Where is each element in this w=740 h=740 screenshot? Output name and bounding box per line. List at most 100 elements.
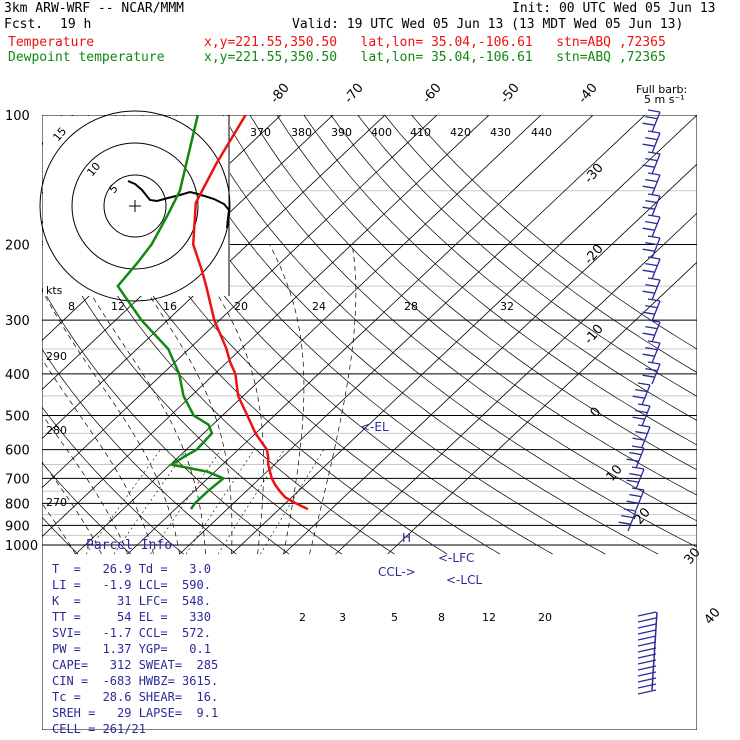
wind-barb-staff (651, 174, 661, 196)
pressure-tick-label: 700 (5, 472, 30, 487)
wind-barb-flag (647, 109, 661, 113)
dry-adiabat-line (249, 115, 697, 496)
wind-barb-staff (651, 611, 658, 691)
level-markers: <-EL CCL-> <-LFC <-LCL H (360, 420, 482, 587)
isotherm-line (127, 115, 594, 555)
wind-barb-flag (635, 388, 648, 393)
wind-barb-staff (651, 258, 661, 280)
wind-barb-flag (642, 374, 655, 378)
mixing-ratio-line (113, 449, 187, 555)
wind-barb-staff (635, 447, 645, 469)
theta-label: 430 (490, 126, 511, 139)
mixing-ratio-label: 16 (163, 300, 177, 313)
parcel-row: CELL = 261/21 (52, 722, 146, 736)
wind-barb-flag (637, 382, 651, 386)
wind-barb-staff (637, 623, 657, 629)
theta-label: 410 (410, 126, 431, 139)
mixing-ratio-label: 5 (391, 611, 398, 624)
isotherm-line (42, 115, 438, 489)
theta-label: 440 (531, 126, 552, 139)
wind-barb-flag (642, 311, 655, 315)
hodograph-ring (71, 142, 199, 270)
pressure-tick-label: 400 (5, 368, 30, 383)
isotherm-line (231, 115, 697, 555)
wind-barb-flag (645, 157, 658, 162)
dry-adiabat-line (411, 115, 697, 350)
lfc-marker: <-LFC (438, 551, 474, 565)
wind-barb-staff (651, 363, 661, 385)
mixing-ratio-label: 3 (339, 611, 346, 624)
theta-label: 290 (46, 350, 67, 363)
forecast-hour: 19 h (60, 17, 92, 32)
isotherm-label: -80 (268, 81, 293, 107)
isotherm-label: -60 (420, 81, 445, 107)
wind-barb-flag (637, 403, 651, 407)
parcel-info-title: Parcel Info (86, 538, 173, 553)
pressure-tick-label: 500 (5, 410, 30, 425)
isotherm-label: -20 (582, 242, 607, 268)
wind-barb-staff (651, 111, 661, 133)
wind-barb-flag (642, 122, 655, 126)
wind-barb-flag (632, 395, 645, 399)
wind-barb-flag (645, 136, 658, 141)
dry-adiabat-line (0, 115, 25, 554)
isotherm-label: -50 (498, 81, 523, 107)
wind-barb-flag (632, 416, 645, 420)
wind-barb-title: Full barb: (636, 83, 687, 96)
wind-barb-staff (637, 647, 657, 653)
wind-barb-flag (632, 437, 645, 441)
wind-barb-flag (626, 479, 639, 483)
isotherm-label: 20 (632, 505, 654, 527)
wind-barb-flag (645, 262, 658, 267)
wind-barb-staff (651, 321, 661, 343)
mixing-ratio-line (150, 449, 222, 555)
wind-barb-flag (647, 298, 661, 302)
mixing-ratio-label: 12 (482, 611, 496, 624)
dewpoint-legend-info: x,y=221.55,350.50 lat,lon= 35.04,-106.61… (204, 50, 666, 65)
hwbz-marker: H (402, 531, 411, 545)
mixing-ratio-line (85, 449, 161, 555)
mixing-ratio-label: 20 (234, 300, 248, 313)
theta-label: 270 (46, 496, 67, 509)
dewpoint-profile-line (116, 115, 226, 510)
wind-barb-flag (642, 290, 655, 294)
wind-barb-staff (637, 635, 657, 641)
mixing-ratio-label: 20 (538, 611, 552, 624)
wind-barb-flag (642, 206, 655, 210)
wind-barb-flag (642, 353, 655, 357)
wind-barb-staff (635, 468, 645, 490)
wind-barb-flag (647, 151, 661, 155)
theta-label: 280 (46, 424, 67, 437)
theta-label: 370 (250, 126, 271, 139)
dry-adiabat-line (42, 406, 184, 555)
wind-barb-staff (651, 279, 661, 301)
dry-adiabat-line (42, 348, 237, 555)
wind-barb-flag (645, 367, 658, 372)
wind-barb-flag (642, 164, 655, 168)
dry-adiabat-line (330, 115, 697, 421)
theta-label: 400 (371, 126, 392, 139)
isotherm-line (179, 115, 646, 555)
mixing-ratio-label: 32 (500, 300, 514, 313)
pressure-tick-label: 100 (5, 109, 30, 124)
wind-barb-flag (631, 466, 645, 470)
wind-barb-flag (642, 269, 655, 273)
wind-barb-flag (647, 130, 661, 134)
parcel-info-panel: Parcel Info T = 26.9 Td = 3.0 LI = -1.9 … (46, 538, 232, 738)
wind-barb-staff (651, 216, 661, 238)
wind-barb-staff (641, 426, 651, 448)
wind-barb-flag (631, 487, 645, 491)
isotherm-label: -70 (342, 81, 367, 107)
dry-adiabat-line (384, 115, 697, 373)
wind-barb-flag (629, 451, 642, 456)
isotherm-label: 30 (682, 545, 704, 567)
moist-adiabat-line (63, 244, 206, 555)
wind-barb-staff (637, 641, 657, 647)
hodograph-ring (39, 110, 231, 302)
wind-barb-flag (647, 235, 661, 239)
parcel-row: PW = 1.37 YGP= 0.1 (52, 642, 211, 656)
wind-barb-staff (637, 617, 657, 623)
pressure-tick-label: 1000 (5, 539, 38, 554)
mixing-ratio-label: 8 (438, 611, 445, 624)
